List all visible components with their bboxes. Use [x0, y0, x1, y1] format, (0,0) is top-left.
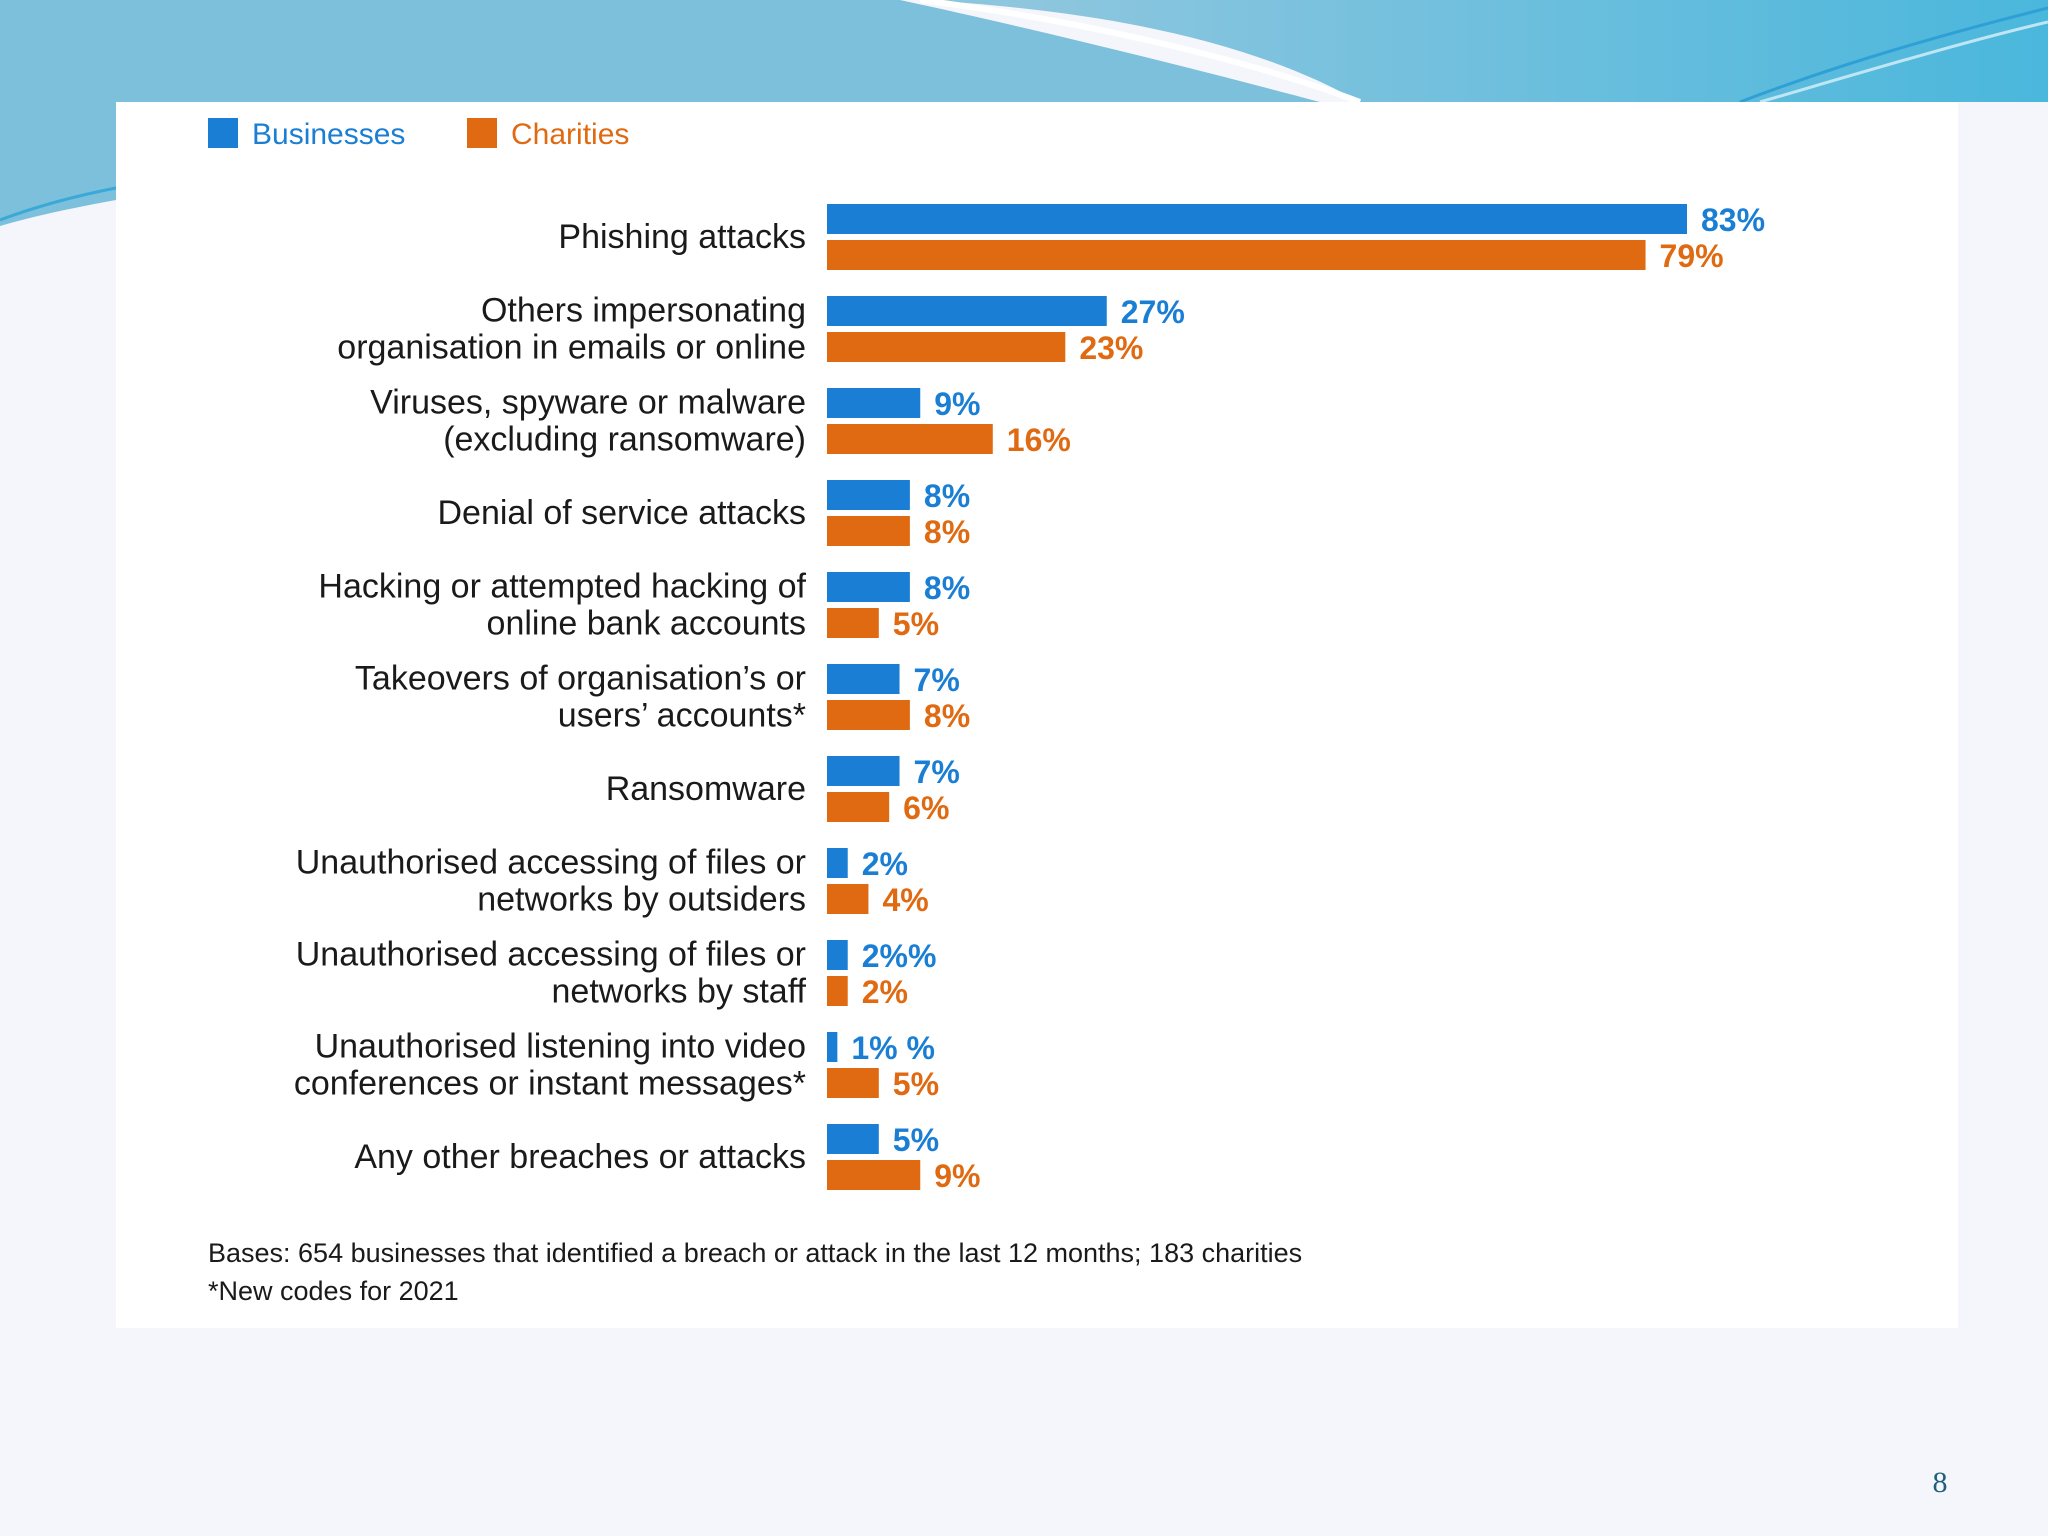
bar-businesses-2 — [827, 296, 1107, 326]
bar-businesses-8 — [827, 848, 848, 878]
category-label-3-line-1: Viruses, spyware or malware — [370, 384, 806, 422]
value-label-businesses-8: 2% — [862, 846, 908, 882]
bar-charities-5 — [827, 608, 879, 638]
category-label-5-line-2: online bank accounts — [487, 605, 806, 643]
value-label-charities-4: 8% — [924, 514, 970, 550]
legend-label-2: Charities — [511, 118, 629, 151]
value-label-charities-3: 16% — [1007, 422, 1071, 458]
value-label-businesses-3: 9% — [934, 386, 980, 422]
category-label-7-line-1: Ransomware — [606, 770, 806, 808]
category-label-10-line-1: Unauthorised listening into video — [315, 1028, 806, 1066]
category-label-8-line-1: Unauthorised accessing of files or — [296, 844, 806, 882]
value-label-charities-2: 23% — [1079, 330, 1143, 366]
bar-charities-1 — [827, 240, 1646, 270]
bar-businesses-5 — [827, 572, 910, 602]
bar-businesses-7 — [827, 756, 900, 786]
category-label-6-line-1: Takeovers of organisation’s or — [355, 660, 806, 698]
value-label-charities-7: 6% — [903, 790, 949, 826]
value-label-businesses-10: 1% % — [851, 1030, 935, 1066]
bar-businesses-4 — [827, 480, 910, 510]
value-label-businesses-11: 5% — [893, 1122, 939, 1158]
value-label-charities-9: 2% — [862, 974, 908, 1010]
bar-charities-10 — [827, 1068, 879, 1098]
bar-charities-3 — [827, 424, 993, 454]
legend-swatch-1 — [208, 118, 238, 148]
category-label-9-line-2: networks by staff — [552, 973, 807, 1011]
category-label-9-line-1: Unauthorised accessing of files or — [296, 936, 806, 974]
bar-businesses-11 — [827, 1124, 879, 1154]
category-label-8-line-2: networks by outsiders — [477, 881, 806, 919]
category-label-6-line-2: users’ accounts* — [558, 697, 806, 735]
value-label-businesses-9: 2%% — [862, 938, 937, 974]
bar-businesses-3 — [827, 388, 921, 418]
value-label-businesses-2: 27% — [1121, 294, 1185, 330]
category-label-4-line-1: Denial of service attacks — [438, 494, 807, 532]
category-label-2-line-2: organisation in emails or online — [337, 329, 806, 367]
category-label-1-line-1: Phishing attacks — [558, 218, 806, 256]
value-label-businesses-1: 83% — [1701, 202, 1765, 238]
breach-types-bar-chart: Businesses Charities 83%79% Phishing attack… — [208, 118, 1765, 1306]
value-label-charities-8: 4% — [882, 882, 928, 918]
footnote-1: Bases: 654 businesses that identified a … — [208, 1238, 1302, 1268]
category-label-2-line-1: Others impersonating — [481, 292, 806, 330]
bar-businesses-6 — [827, 664, 900, 694]
value-label-charities-5: 5% — [893, 606, 939, 642]
bar-businesses-1 — [827, 204, 1687, 234]
value-label-businesses-7: 7% — [914, 754, 960, 790]
category-label-11-line-1: Any other breaches or attacks — [354, 1138, 806, 1176]
value-label-businesses-4: 8% — [924, 478, 970, 514]
bar-charities-11 — [827, 1160, 921, 1190]
bar-charities-7 — [827, 792, 890, 822]
legend-label-1: Businesses — [252, 118, 405, 151]
bar-businesses-10 — [827, 1032, 838, 1062]
bar-charities-8 — [827, 884, 869, 914]
bar-charities-9 — [827, 976, 848, 1006]
legend-swatch-2 — [467, 118, 497, 148]
chart-card: Businesses Charities 83% 79% Phishing attack… — [116, 102, 1958, 1328]
value-label-charities-11: 9% — [934, 1158, 980, 1194]
value-label-businesses-6: 7% — [914, 662, 960, 698]
bar-charities-4 — [827, 516, 910, 546]
bar-charities-6 — [827, 700, 910, 730]
value-label-charities-1: 79% — [1660, 238, 1724, 274]
category-label-10-line-2: conferences or instant messages* — [294, 1065, 806, 1103]
category-label-3-line-2: (excluding ransomware) — [443, 421, 806, 459]
bar-businesses-9 — [827, 940, 848, 970]
page-number: 8 — [1932, 1466, 1948, 1499]
value-label-charities-10: 5% — [893, 1066, 939, 1102]
value-label-charities-6: 8% — [924, 698, 970, 734]
value-label-businesses-5: 8% — [924, 570, 970, 606]
category-label-5-line-1: Hacking or attempted hacking of — [318, 568, 806, 606]
footnote-2: *New codes for 2021 — [208, 1276, 459, 1306]
bar-charities-2 — [827, 332, 1066, 362]
